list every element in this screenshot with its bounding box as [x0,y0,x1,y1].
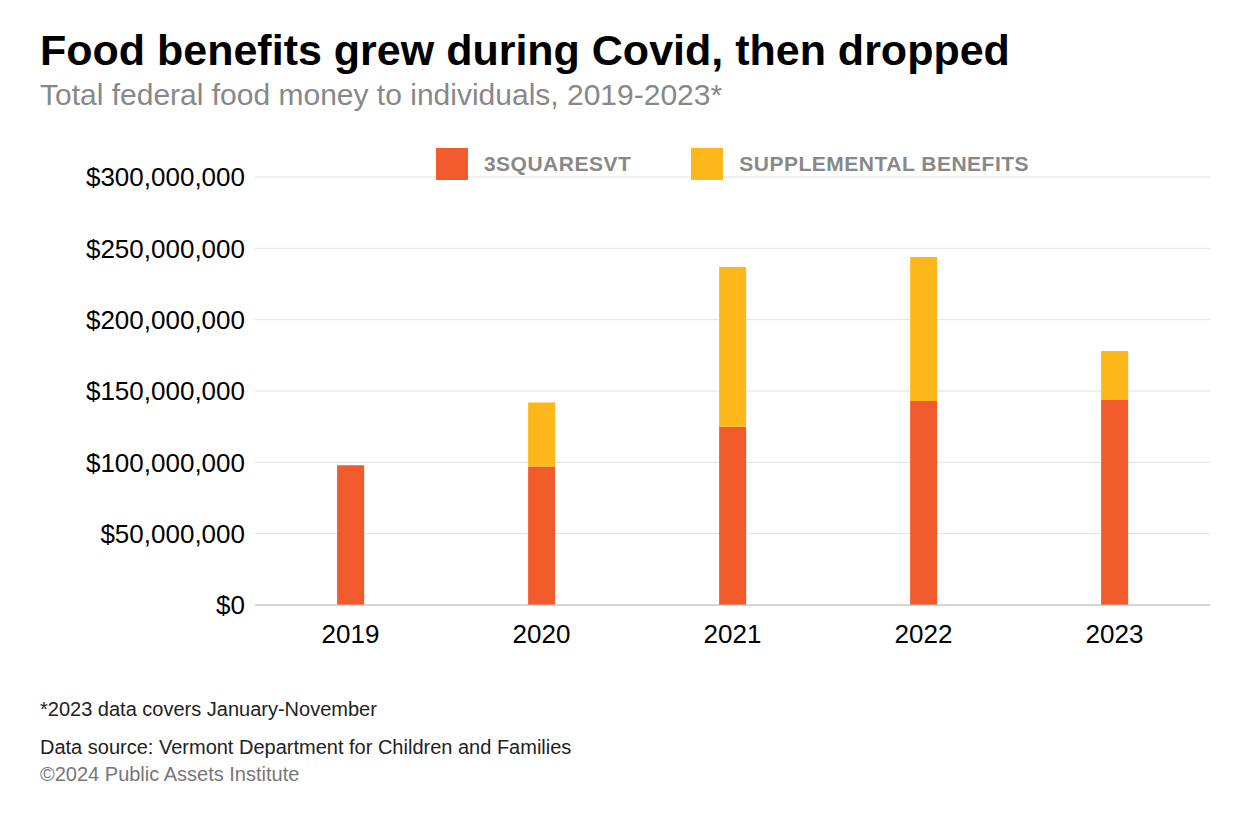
html-text:©2024 Public Assets Institute: ©2024 Public Assets Institute [40,763,300,785]
svg-text:$150,000,000: $150,000,000 [86,376,245,406]
svg-text:2022: 2022 [895,619,953,649]
svg-text:2019: 2019 [322,619,380,649]
html-text:*2023 data covers January-Nove: *2023 data covers January-November [40,698,377,720]
svg-text:2023: 2023 [1086,619,1144,649]
svg-text:$200,000,000: $200,000,000 [86,305,245,335]
html-text:Data source: Vermont Departmen: Data source: Vermont Department for Chil… [40,736,572,758]
html-text:3SQUARESVT: 3SQUARESVT [483,152,632,175]
svg-text:$300,000,000: $300,000,000 [86,162,245,192]
svg-text:2021: 2021 [704,619,762,649]
html-text:Food benefits grew during Covi: Food benefits grew during Covid, then dr… [40,26,1010,74]
svg-text:$50,000,000: $50,000,000 [100,519,245,549]
html-text:Total federal food money to in: Total federal food money to individuals,… [40,78,723,111]
svg-text:2020: 2020 [513,619,571,649]
svg-text:$100,000,000: $100,000,000 [86,448,245,478]
svg-text:$250,000,000: $250,000,000 [86,234,245,264]
svg-text:$0: $0 [216,590,245,620]
html-text:SUPPLEMENTAL BENEFITS: SUPPLEMENTAL BENEFITS [739,152,1030,175]
